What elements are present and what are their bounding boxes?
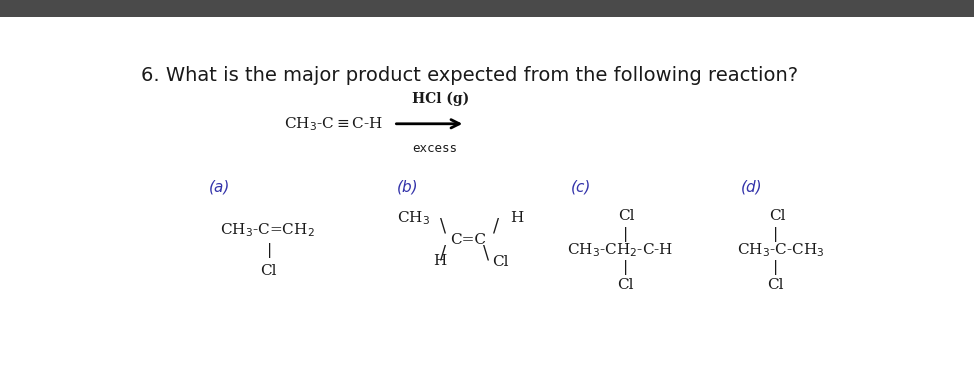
Text: CH$_3$-CH$_2$-C-H: CH$_3$-CH$_2$-C-H bbox=[567, 241, 673, 259]
Text: Cl: Cl bbox=[492, 255, 508, 269]
Text: |: | bbox=[623, 227, 628, 241]
Text: \: \ bbox=[440, 218, 446, 236]
Text: HCl (g): HCl (g) bbox=[412, 92, 469, 106]
Text: Cl: Cl bbox=[768, 278, 784, 292]
Text: (d): (d) bbox=[740, 180, 763, 194]
Text: |: | bbox=[773, 259, 778, 275]
Text: H: H bbox=[510, 211, 524, 225]
Text: /: / bbox=[440, 244, 446, 262]
Text: Cl: Cl bbox=[260, 264, 277, 278]
Text: /: / bbox=[493, 218, 500, 236]
Text: \: \ bbox=[482, 244, 489, 262]
Text: (c): (c) bbox=[571, 180, 591, 194]
Text: (a): (a) bbox=[208, 180, 230, 194]
Text: 6. What is the major product expected from the following reaction?: 6. What is the major product expected fr… bbox=[140, 66, 798, 86]
Text: CH$_3$: CH$_3$ bbox=[397, 209, 431, 227]
Text: |: | bbox=[623, 259, 628, 275]
Text: (b): (b) bbox=[397, 180, 419, 194]
Text: CH$_3$-C-CH$_3$: CH$_3$-C-CH$_3$ bbox=[737, 241, 824, 259]
Text: |: | bbox=[773, 227, 778, 241]
Text: C=C: C=C bbox=[450, 233, 486, 247]
Text: Cl: Cl bbox=[768, 209, 785, 223]
Text: H: H bbox=[432, 254, 446, 267]
Text: excess: excess bbox=[412, 142, 458, 155]
Text: CH$_3$-C=CH$_2$: CH$_3$-C=CH$_2$ bbox=[220, 221, 315, 238]
Text: Cl: Cl bbox=[617, 278, 633, 292]
Text: Cl: Cl bbox=[618, 209, 635, 223]
Text: |: | bbox=[267, 243, 272, 258]
Text: CH$_3$-C$\equiv$C-H: CH$_3$-C$\equiv$C-H bbox=[284, 115, 383, 133]
